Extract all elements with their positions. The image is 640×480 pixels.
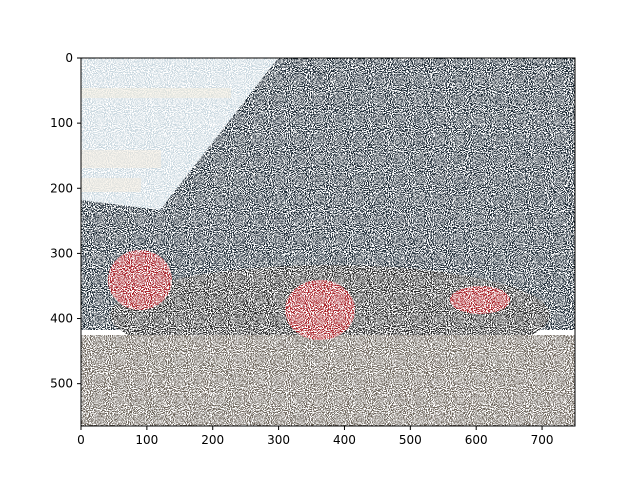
x-tick-label: 700 [531,433,554,447]
x-tick-label: 600 [465,433,488,447]
image-content [81,58,575,426]
y-tick-label: 300 [50,246,73,260]
y-tick-label: 100 [50,116,73,130]
x-tick-label: 100 [135,433,158,447]
y-tick-label: 200 [50,181,73,195]
y-tick-label: 400 [50,312,73,326]
x-tick-label: 500 [399,433,422,447]
x-tick-label: 400 [333,433,356,447]
axes-frame [80,57,576,427]
y-tick-label: 500 [50,377,73,391]
x-tick-label: 200 [201,433,224,447]
y-tick-label: 0 [65,51,73,65]
x-tick-label: 300 [267,433,290,447]
x-axis: 0 100 200 300 400 500 600 700 [77,426,554,447]
x-tick-label: 0 [77,433,85,447]
y-axis: 0 100 200 300 400 500 [50,51,81,391]
